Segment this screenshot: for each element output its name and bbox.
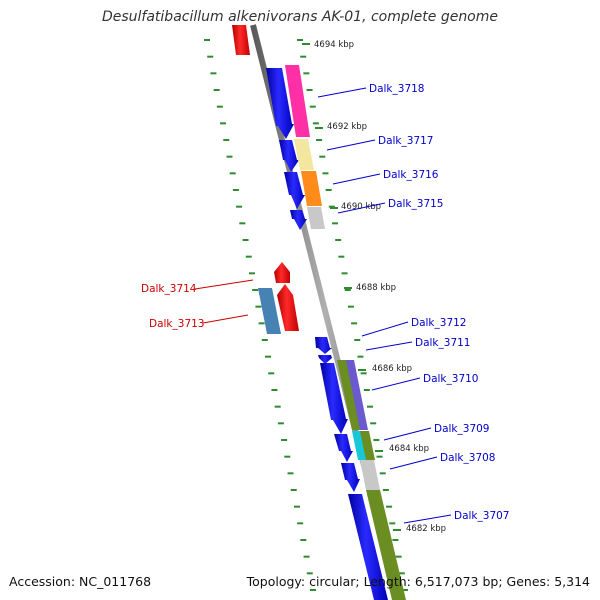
cog-box-dalk-3718[interactable] bbox=[285, 65, 310, 137]
scale-label: 4690 kbp bbox=[341, 202, 381, 212]
gene-arrow-dalk-3709[interactable] bbox=[334, 434, 353, 462]
gene-cluster-reverse bbox=[258, 262, 299, 334]
gene-label[interactable]: Dalk_3708 bbox=[440, 452, 496, 464]
gene-label[interactable]: Dalk_3713 bbox=[149, 318, 205, 330]
gene-arrow-dalk-3718[interactable] bbox=[266, 68, 294, 139]
page-title: Desulfatibacillum alkenivorans AK-01, co… bbox=[101, 9, 499, 25]
cog-box-dalk-3716[interactable] bbox=[301, 171, 322, 206]
gene-cluster-upper bbox=[266, 65, 325, 230]
gene-label[interactable]: Dalk_3716 bbox=[383, 169, 439, 181]
gene-arrow-dalk-3708[interactable] bbox=[341, 463, 360, 492]
gene-label[interactable]: Dalk_3715 bbox=[388, 198, 444, 210]
gene-label[interactable]: Dalk_3717 bbox=[378, 135, 434, 147]
accession-text: Accession: NC_011768 bbox=[9, 574, 152, 589]
scale-track-left bbox=[204, 39, 316, 591]
scale-label: 4692 kbp bbox=[327, 122, 367, 132]
gene-arrow-dalk-3716[interactable] bbox=[284, 172, 305, 209]
cog-box-dalk-3715[interactable] bbox=[307, 207, 325, 229]
scale-label: 4682 kbp bbox=[406, 524, 446, 534]
gene-arrow-dalk-3715[interactable] bbox=[290, 210, 307, 230]
scale-label: 4688 kbp bbox=[356, 283, 396, 293]
gene-label[interactable]: Dalk_3709 bbox=[434, 423, 490, 435]
cog-box-dalk-3709[interactable] bbox=[352, 431, 367, 460]
gene-arrow-dalk-3711[interactable] bbox=[318, 355, 332, 364]
gene-label[interactable]: Dalk_3712 bbox=[411, 317, 467, 329]
scale-labels: 4694 kbp 4692 kbp 4690 kbp 4688 kbp 4686… bbox=[302, 40, 446, 534]
gene-label[interactable]: Dalk_3718 bbox=[369, 83, 425, 95]
gene-arrow-dalk-3710[interactable] bbox=[320, 363, 348, 434]
cog-box-dalk-3710[interactable] bbox=[337, 360, 362, 430]
gene-arrow-dalk-3717[interactable] bbox=[279, 140, 299, 172]
scale-label: 4694 kbp bbox=[314, 40, 354, 50]
cog-box-dalk-3709b[interactable] bbox=[360, 431, 375, 460]
scale-label: 4684 kbp bbox=[389, 444, 429, 454]
gene-arrow-dalk-3713[interactable] bbox=[277, 284, 299, 331]
cog-box-dalk-3713[interactable] bbox=[258, 288, 281, 334]
gene-labels: Dalk_3718 Dalk_3717 Dalk_3716 Dalk_3715 … bbox=[141, 83, 510, 524]
gene-label[interactable]: Dalk_3707 bbox=[454, 510, 510, 522]
gene-arrow-dalk-3707[interactable] bbox=[348, 494, 388, 600]
gene-label[interactable]: Dalk_3710 bbox=[423, 373, 479, 385]
gene-cluster-lower bbox=[315, 337, 406, 600]
gene-arrow-dalk-3712[interactable] bbox=[315, 337, 332, 354]
genome-summary-text: Topology: circular; Length: 6,517,073 bp… bbox=[246, 574, 590, 589]
gene-label[interactable]: Dalk_3711 bbox=[415, 337, 471, 349]
scale-label: 4686 kbp bbox=[372, 364, 412, 374]
gene-label[interactable]: Dalk_3714 bbox=[141, 283, 197, 295]
cog-box-dalk-3710b[interactable] bbox=[346, 360, 368, 430]
scale-track-right bbox=[297, 39, 408, 591]
gene-arrow-reverse[interactable] bbox=[232, 25, 250, 55]
cog-box-dalk-3708[interactable] bbox=[360, 460, 380, 490]
cog-box-dalk-3717[interactable] bbox=[294, 139, 314, 170]
gene-arrow-dalk-3714[interactable] bbox=[274, 262, 290, 283]
cog-box-dalk-3707[interactable] bbox=[366, 490, 406, 600]
